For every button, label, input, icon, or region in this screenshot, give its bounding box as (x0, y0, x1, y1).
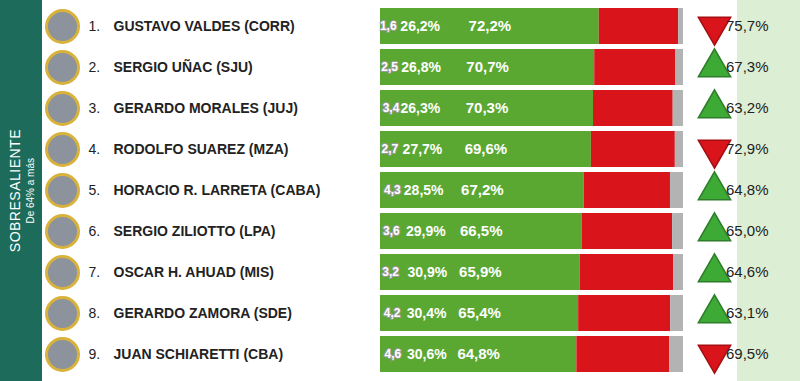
svg-text:30,9%: 30,9% (407, 264, 447, 280)
svg-text:69,6%: 69,6% (465, 140, 508, 157)
svg-text:28,5%: 28,5% (404, 182, 444, 198)
svg-text:70,7%: 70,7% (466, 58, 509, 75)
svg-text:3,2: 3,2 (382, 265, 399, 279)
svg-text:4.: 4. (89, 141, 101, 157)
svg-text:26,8%: 26,8% (401, 59, 441, 75)
svg-text:8.: 8. (89, 305, 101, 321)
svg-text:SERGIO UÑAC (SJU): SERGIO UÑAC (SJU) (114, 58, 253, 75)
svg-text:64,6%: 64,6% (726, 263, 769, 280)
svg-text:69,5%: 69,5% (726, 345, 769, 362)
svg-text:1,6: 1,6 (380, 19, 397, 33)
svg-text:65,0%: 65,0% (726, 222, 769, 239)
svg-text:3,6: 3,6 (383, 224, 400, 238)
svg-text:5.: 5. (89, 182, 101, 198)
svg-text:RODOLFO SUAREZ (MZA): RODOLFO SUAREZ (MZA) (114, 141, 289, 157)
svg-text:63,2%: 63,2% (726, 99, 769, 116)
svg-text:2.: 2. (89, 59, 101, 75)
svg-text:72,2%: 72,2% (469, 17, 512, 34)
svg-text:SERGIO ZILIOTTO (LPA): SERGIO ZILIOTTO (LPA) (114, 223, 276, 239)
svg-text:75,7%: 75,7% (726, 17, 769, 34)
svg-text:GERARDO ZAMORA (SDE): GERARDO ZAMORA (SDE) (114, 305, 292, 321)
html-text:De 64% a más: De 64% a más (24, 157, 36, 224)
svg-text:3,4: 3,4 (383, 101, 400, 115)
svg-text:64,8%: 64,8% (726, 181, 769, 198)
svg-text:9.: 9. (89, 346, 101, 362)
svg-text:HORACIO R. LARRETA (CABA): HORACIO R. LARRETA (CABA) (114, 182, 321, 198)
svg-text:72,9%: 72,9% (726, 140, 769, 157)
svg-text:7.: 7. (89, 264, 101, 280)
svg-text:30,6%: 30,6% (407, 346, 447, 362)
svg-text:29,9%: 29,9% (406, 223, 446, 239)
svg-text:JUAN SCHIARETTI (CBA): JUAN SCHIARETTI (CBA) (114, 346, 284, 362)
svg-text:2,5: 2,5 (381, 60, 398, 74)
svg-text:65,4%: 65,4% (458, 304, 501, 321)
svg-text:4,6: 4,6 (384, 347, 401, 361)
svg-text:67,3%: 67,3% (726, 58, 769, 75)
svg-text:4,3: 4,3 (384, 183, 401, 197)
svg-text:65,9%: 65,9% (459, 263, 502, 280)
svg-text:2,7: 2,7 (382, 142, 399, 156)
html-text:SOBRESALIENTE: SOBRESALIENTE (6, 128, 23, 253)
svg-text:67,2%: 67,2% (461, 181, 504, 198)
svg-text:6.: 6. (89, 223, 101, 239)
svg-text:64,8%: 64,8% (457, 345, 500, 362)
svg-text:63,1%: 63,1% (726, 304, 769, 321)
svg-text:GUSTAVO VALDES (CORR): GUSTAVO VALDES (CORR) (114, 18, 295, 34)
svg-text:70,3%: 70,3% (466, 99, 509, 116)
svg-text:GERARDO MORALES (JUJ): GERARDO MORALES (JUJ) (114, 100, 298, 116)
svg-text:30,4%: 30,4% (407, 305, 447, 321)
svg-text:4,2: 4,2 (384, 306, 401, 320)
svg-text:OSCAR H. AHUAD (MIS): OSCAR H. AHUAD (MIS) (114, 264, 274, 280)
svg-text:3.: 3. (89, 100, 101, 116)
svg-text:1.: 1. (89, 18, 101, 34)
svg-text:27,7%: 27,7% (403, 141, 443, 157)
svg-text:26,3%: 26,3% (400, 100, 440, 116)
svg-text:26,2%: 26,2% (400, 18, 440, 34)
svg-text:66,5%: 66,5% (460, 222, 503, 239)
